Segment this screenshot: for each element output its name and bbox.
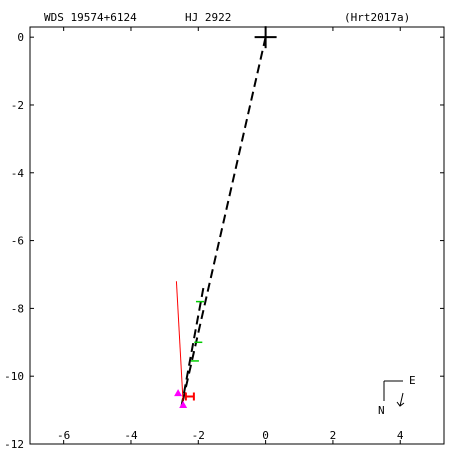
y-tick-label: -6 [11, 235, 24, 248]
motion-line [175, 281, 184, 404]
wds-id-label: WDS 19574+6124 [44, 11, 137, 24]
triangle-point [179, 401, 188, 409]
x-tick-labels: -6 -4 -2 0 2 4 [57, 429, 404, 442]
data-points [174, 300, 204, 409]
y-tick-label: -10 [4, 370, 24, 383]
y-tick-label: -8 [11, 302, 24, 315]
x-tick-label: -4 [124, 429, 138, 442]
orbit-lines [175, 36, 267, 407]
primary-star-marker [254, 26, 277, 49]
reference-label: (Hrt2017a) [344, 11, 410, 24]
plot-frame [29, 26, 445, 445]
discoverer-label: HJ 2922 [185, 11, 231, 24]
orientation-indicator: E N [378, 374, 416, 417]
motion-arrow-icon [396, 392, 405, 407]
east-label: E [409, 374, 416, 387]
x-tick-label: 2 [330, 429, 337, 442]
y-tick-labels: 0 -2 -4 -6 -8 -10 -12 [4, 31, 24, 450]
y-tick-label: -2 [11, 99, 24, 112]
h-marker [184, 392, 195, 401]
orbit-dashed-line [180, 36, 267, 407]
y-tick-label: -12 [4, 438, 24, 450]
x-tick-label: -6 [57, 429, 70, 442]
x-tick-label: -2 [192, 429, 205, 442]
x-tick-label: 0 [262, 429, 269, 442]
tick-marks [30, 27, 444, 445]
x-tick-label: 4 [397, 429, 404, 442]
y-tick-label: -4 [11, 167, 25, 180]
triangle-point [174, 389, 183, 397]
north-label: N [378, 404, 385, 417]
orbit-dashed-line [180, 287, 205, 407]
y-tick-label: 0 [17, 31, 24, 44]
